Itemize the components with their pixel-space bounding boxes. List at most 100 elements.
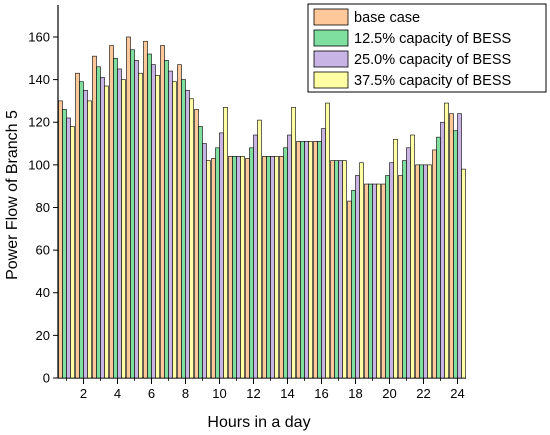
bar-series-2-hour-16: [317, 141, 322, 379]
bar-series-3-hour-21: [406, 147, 411, 379]
x-tick-label: 22: [416, 386, 430, 401]
axes-layer: [57, 5, 466, 379]
bar-series-4-hour-2: [87, 100, 92, 379]
bar-series-1-hour-17: [330, 160, 335, 379]
bar-series-1-hour-1: [58, 100, 63, 379]
bar-series-4-hour-10: [223, 107, 228, 379]
bar-series-3-hour-17: [338, 160, 343, 379]
x-tick-label: 12: [246, 386, 260, 401]
x-tick-label: 16: [314, 386, 328, 401]
legend-swatch: [313, 50, 349, 68]
bar-series-2-hour-13: [266, 156, 271, 379]
bar-series-2-hour-2: [79, 81, 84, 379]
y-tick-label: 60: [36, 243, 50, 258]
bar-series-3-hour-22: [423, 164, 428, 379]
bar-series-2-hour-8: [181, 79, 186, 379]
bar-series-4-hour-18: [359, 162, 364, 379]
bar-series-4-hour-12: [257, 119, 262, 379]
bar-series-3-hour-4: [117, 68, 122, 379]
bar-series-2-hour-7: [164, 60, 169, 379]
bar-series-1-hour-4: [109, 45, 114, 379]
legend-swatch: [313, 8, 349, 26]
bar-series-3-hour-2: [83, 89, 88, 379]
bar-series-3-hour-9: [202, 143, 207, 379]
legend-label: 25.0% capacity of BESS: [354, 52, 511, 68]
bar-series-4-hour-3: [104, 85, 109, 379]
bar-series-4-hour-22: [427, 164, 432, 379]
bar-series-4-hour-19: [376, 183, 381, 379]
x-tick-label: 4: [114, 386, 121, 401]
bar-series-2-hour-22: [419, 164, 424, 379]
bar-series-4-hour-4: [121, 79, 126, 379]
bar-series-3-hour-23: [440, 121, 445, 379]
bar-series-3-hour-12: [253, 134, 258, 379]
bar-series-4-hour-1: [70, 126, 75, 379]
legend-swatch: [313, 71, 349, 89]
y-tick-label: 0: [43, 371, 50, 386]
bar-series-4-hour-5: [138, 72, 143, 379]
bar-series-1-hour-3: [92, 55, 97, 379]
bar-series-1-hour-18: [347, 200, 352, 379]
bar-series-1-hour-6: [143, 40, 148, 379]
bar-series-4-hour-15: [308, 141, 313, 379]
legend-label: 12.5% capacity of BESS: [354, 31, 511, 47]
y-tick-label: 160: [28, 29, 50, 44]
bar-series-2-hour-3: [96, 66, 101, 379]
y-axis-title: Power Flow of Branch 5: [4, 110, 21, 280]
bar-series-1-hour-22: [415, 164, 420, 379]
bar-series-4-hour-21: [410, 134, 415, 379]
bar-series-3-hour-8: [185, 89, 190, 379]
bar-series-3-hour-20: [389, 162, 394, 379]
bar-series-2-hour-24: [453, 130, 458, 379]
bar-series-2-hour-14: [283, 147, 288, 379]
bar-series-2-hour-12: [249, 147, 254, 379]
bar-series-4-hour-11: [240, 156, 245, 379]
bar-series-4-hour-24: [461, 168, 466, 379]
x-tick-label: 20: [382, 386, 396, 401]
bar-series-1-hour-20: [381, 183, 386, 379]
y-tick-label: 20: [36, 328, 50, 343]
bar-series-4-hour-9: [206, 160, 211, 379]
bar-series-3-hour-14: [287, 134, 292, 379]
bar-series-4-hour-20: [393, 138, 398, 379]
bar-series-1-hour-13: [262, 156, 267, 379]
bars-layer: [58, 36, 466, 379]
bar-series-1-hour-23: [432, 149, 437, 379]
bar-series-1-hour-14: [279, 156, 284, 379]
bar-series-3-hour-15: [304, 141, 309, 379]
legend-label: base case: [354, 10, 420, 26]
bar-series-2-hour-19: [368, 183, 373, 379]
bar-series-4-hour-17: [342, 160, 347, 379]
bar-series-4-hour-6: [155, 75, 160, 379]
bar-series-1-hour-24: [449, 113, 454, 379]
legend-label: 37.5% capacity of BESS: [354, 73, 511, 89]
bar-series-3-hour-11: [236, 156, 241, 379]
x-tick-label: 8: [182, 386, 189, 401]
bar-series-1-hour-16: [313, 141, 318, 379]
y-tick-label: 80: [36, 200, 50, 215]
bar-series-1-hour-12: [245, 158, 250, 379]
bar-series-3-hour-6: [151, 64, 156, 379]
legend-swatch: [313, 29, 349, 47]
bar-series-1-hour-10: [211, 158, 216, 379]
y-tick-label: 120: [28, 115, 50, 130]
x-tick-label: 10: [212, 386, 226, 401]
x-tick-label: 24: [450, 386, 464, 401]
bar-series-3-hour-13: [270, 156, 275, 379]
legend: base case 12.5% capacity of BESS 25.0% cap…: [307, 3, 547, 93]
y-tick-label: 100: [28, 157, 50, 172]
bar-series-2-hour-11: [232, 156, 237, 379]
y-tick-label: 40: [36, 285, 50, 300]
x-axis-title: Hours in a day: [207, 414, 310, 431]
x-tick-label: 6: [148, 386, 155, 401]
bar-series-1-hour-5: [126, 36, 131, 379]
bar-series-2-hour-15: [300, 141, 305, 379]
bar-series-3-hour-1: [66, 117, 71, 379]
x-tick-label: 2: [80, 386, 87, 401]
bar-series-2-hour-4: [113, 57, 118, 379]
bar-series-3-hour-10: [219, 132, 224, 379]
bar-series-1-hour-9: [194, 109, 199, 379]
